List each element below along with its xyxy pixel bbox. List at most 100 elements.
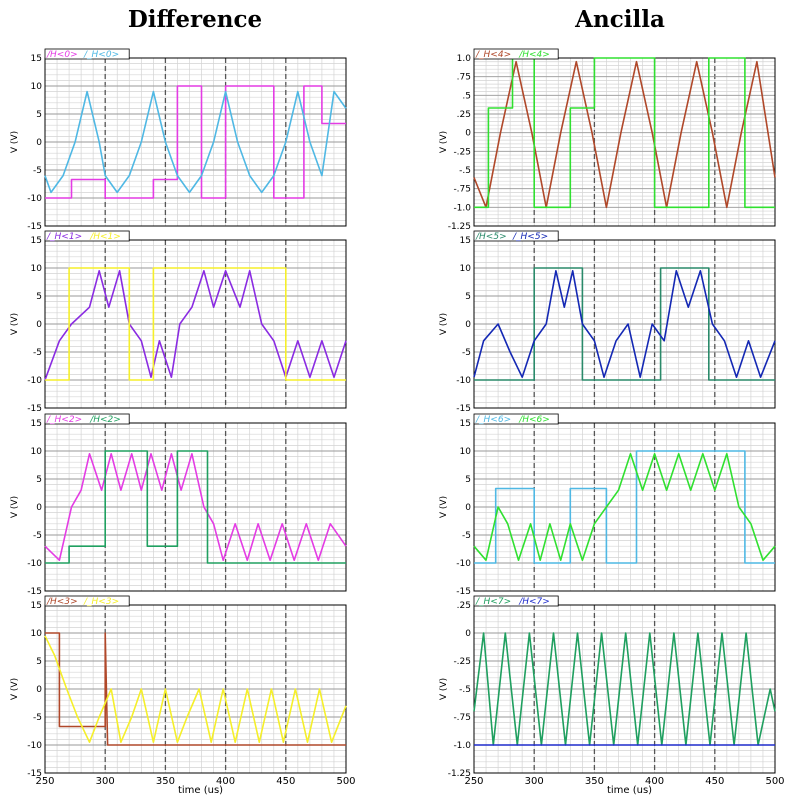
ytick-label: .25 [457, 110, 471, 120]
chart-panel-4: -1.25 -1.0 -.75 -.5 -.25 0 .25 .5 .75 1.0 V (V) /_H… [439, 48, 776, 232]
ytick-label: 5 [36, 475, 42, 485]
ytick-label: -10 [456, 559, 471, 569]
chart-panel-1: -15 -10 -5 0 5 10 15 V (V) /_H<1> /H<1> [10, 230, 347, 414]
ytick-label: 10 [31, 447, 43, 457]
legend-entry: /H<1> [89, 232, 121, 242]
x-axis-label: time (us) [178, 785, 223, 796]
y-axis-label: V (V) [439, 678, 449, 700]
chart-panel-2: -15 -10 -5 0 5 10 15 V (V) /_H<2> /H<2> [10, 413, 347, 597]
ytick-label: -1.25 [448, 222, 471, 232]
series-line-0 [474, 450, 775, 564]
series-line-1 [44, 635, 347, 744]
y-axis-label: V (V) [10, 131, 20, 153]
legend-entry: /_H<6> [475, 415, 511, 425]
plot-frame [473, 239, 776, 409]
legend-entry: /_H<7> [475, 597, 511, 607]
ytick-label: -10 [27, 559, 42, 569]
legend: /H<3> /_H<3> [44, 595, 130, 607]
legend-box [473, 230, 559, 242]
ytick-label: -.25 [453, 657, 471, 667]
ytick-label: -15 [27, 587, 42, 597]
ytick-label: 15 [31, 419, 42, 429]
ytick-label: -5 [33, 713, 42, 723]
ytick-label: 0 [36, 503, 42, 513]
ytick-label: 15 [31, 54, 42, 64]
xtick-label: 400 [216, 776, 235, 787]
ytick-label: 15 [31, 601, 42, 611]
ytick-label: 5 [36, 292, 42, 302]
ytick-label: -.75 [453, 713, 471, 723]
chart-panel-0: -15 -10 -5 0 5 10 15 V (V) /H<0> /_H<0> [10, 48, 347, 232]
column-title-difference: Difference [127, 6, 263, 33]
ytick-label: -.75 [453, 185, 471, 195]
ytick-label: 10 [460, 264, 472, 274]
ytick-label: -15 [27, 404, 42, 414]
ytick-label: -10 [456, 376, 471, 386]
legend: /_H<6> /H<6> [473, 413, 559, 425]
ytick-label: 5 [465, 475, 471, 485]
chart-panel-3: -15 -10 -5 0 5 10 15 V (V) 250 300 350 400 450 500 tim… [10, 595, 356, 796]
series-line-0 [45, 632, 346, 746]
ytick-label: 10 [460, 447, 472, 457]
ytick-label: 10 [31, 264, 43, 274]
ytick-label: 10 [31, 629, 43, 639]
xtick-label: 250 [35, 776, 54, 787]
ytick-label: -10 [27, 741, 42, 751]
chart-panel-5: -15 -10 -5 0 5 10 15 V (V) /H<5> /_H<5> [439, 230, 776, 414]
series-line-0 [44, 269, 347, 381]
ytick-label: -.5 [459, 166, 471, 176]
ytick-label: 0 [36, 138, 42, 148]
legend-box [473, 48, 559, 60]
legend-box [44, 230, 130, 242]
ytick-label: 5 [36, 110, 42, 120]
ytick-label: -15 [456, 587, 471, 597]
legend-entry: /_H<5> [512, 232, 548, 242]
xtick-label: 300 [525, 776, 544, 787]
plot-frame [473, 604, 776, 774]
legend-entry: /_H<4> [475, 50, 511, 60]
legend-entry: /H<4> [518, 50, 550, 60]
ytick-label: 0 [36, 320, 42, 330]
ytick-label: 15 [460, 419, 471, 429]
legend: /H<0> /_H<0> [44, 48, 130, 60]
chart-panel-6: -15 -10 -5 0 5 10 15 V (V) /_H<6> /H<6> [439, 413, 776, 597]
xtick-label: 350 [585, 776, 604, 787]
series-line-0 [474, 267, 775, 381]
ytick-label: 0 [465, 320, 471, 330]
legend: /_H<4> /H<4> [473, 48, 559, 60]
legend-entry: /_H<0> [83, 50, 119, 60]
series-line-0 [44, 452, 347, 562]
y-axis-label: V (V) [10, 496, 20, 518]
plot-frame [44, 57, 347, 227]
ytick-label: -5 [462, 531, 471, 541]
series-line-0 [473, 60, 776, 209]
xtick-label: 450 [276, 776, 295, 787]
y-axis-label: V (V) [10, 313, 20, 335]
y-axis-label: V (V) [10, 678, 20, 700]
legend-entry: /H<6> [518, 415, 550, 425]
legend: /_H<2> /H<2> [44, 413, 130, 425]
ytick-label: -.5 [459, 685, 471, 695]
chart-panel-7: -1.25 -1.0 -.75 -.5 -.25 0 .25 V (V) 250 300 350 40… [439, 595, 785, 796]
ytick-label: -5 [33, 348, 42, 358]
series-line-1 [473, 269, 776, 379]
ytick-label: -10 [27, 194, 42, 204]
legend-entry: /H<2> [89, 415, 121, 425]
xtick-label: 500 [765, 776, 784, 787]
legend: /_H<1> /H<1> [44, 230, 130, 242]
legend-entry: /H<0> [46, 50, 78, 60]
series-line-1 [45, 450, 346, 564]
ytick-label: 0 [465, 629, 471, 639]
x-axis-label: time (us) [607, 785, 652, 796]
ytick-label: .25 [457, 601, 471, 611]
legend-entry: /_H<2> [46, 415, 82, 425]
ytick-label: -5 [462, 348, 471, 358]
ytick-label: 15 [460, 236, 471, 246]
xtick-label: 500 [336, 776, 355, 787]
legend-entry: /H<3> [46, 597, 78, 607]
ytick-label: 5 [465, 292, 471, 302]
y-axis-label: V (V) [439, 131, 449, 153]
plot-frame [44, 604, 347, 774]
series-line-0 [473, 632, 776, 746]
